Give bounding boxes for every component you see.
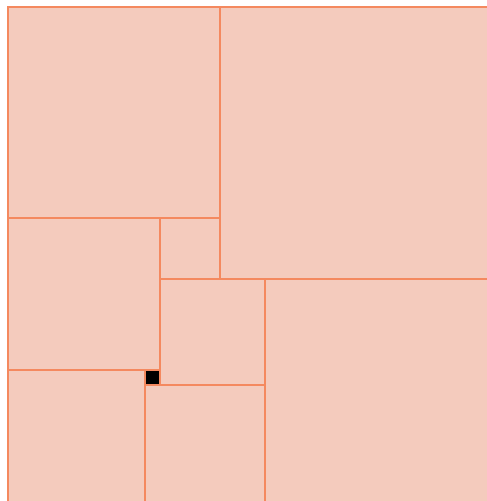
square-tile	[264, 278, 487, 501]
square-tile	[219, 6, 487, 280]
square-tile	[159, 217, 221, 280]
marker-square	[146, 371, 159, 384]
square-tile	[159, 278, 266, 386]
square-tile	[144, 384, 266, 501]
square-tile	[7, 217, 161, 371]
square-tile	[7, 369, 146, 501]
square-tile	[7, 6, 221, 219]
